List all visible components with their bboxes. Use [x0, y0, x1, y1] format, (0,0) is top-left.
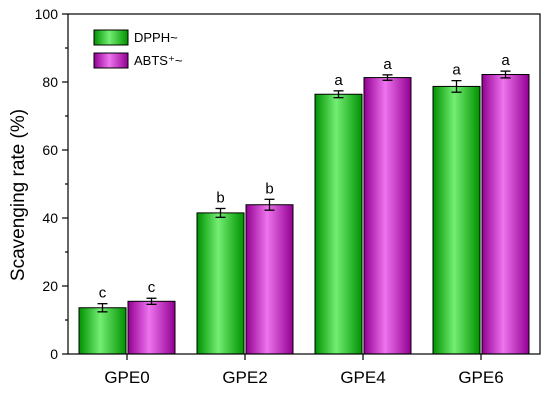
bar-gpe6-series-0	[432, 85, 481, 355]
bar-gpe4-series-0	[314, 93, 363, 355]
significance-labels-layer: c c b b a a a a	[99, 52, 511, 302]
x-tick-label-gpe0: GPE0	[104, 368, 149, 387]
legend-swatch-0	[93, 29, 129, 46]
bar-gpe2-series-0	[196, 212, 245, 355]
bar-gpe0-series-1	[127, 300, 176, 355]
bar-gpe2-series-1	[245, 204, 294, 355]
significance-label: b	[265, 180, 273, 197]
significance-label: c	[99, 285, 107, 302]
y-axis-title: Scavenging rate (%)	[8, 109, 29, 281]
significance-label: a	[501, 52, 510, 69]
significance-label: c	[148, 279, 156, 296]
bar-gpe0-series-0	[78, 307, 127, 355]
error-bars-layer	[97, 70, 511, 313]
bar-gpe4-series-1	[363, 77, 412, 355]
y-tick-label: 20	[42, 278, 58, 294]
x-tick-label-gpe4: GPE4	[340, 368, 385, 387]
y-tick-label: 60	[42, 142, 58, 158]
significance-label: b	[216, 189, 224, 206]
legend-label-0: DPPH~	[134, 30, 178, 45]
y-tick-label: 0	[50, 346, 58, 362]
bar-gpe6-series-1	[481, 74, 530, 355]
bars-layer	[78, 74, 530, 355]
axes: 0 20 40 60 80 100 GPE0 GPE2 GPE4 GPE6	[35, 6, 541, 387]
legend: DPPH~ ABTS⁺~	[93, 29, 183, 69]
x-tick-label-gpe6: GPE6	[458, 368, 503, 387]
significance-label: a	[452, 62, 461, 79]
y-tick-label: 80	[42, 74, 58, 90]
y-tick-label: 100	[35, 6, 59, 22]
significance-label: a	[334, 72, 343, 89]
legend-swatch-1	[93, 52, 129, 69]
x-tick-label-gpe2: GPE2	[222, 368, 267, 387]
y-tick-label: 40	[42, 210, 58, 226]
legend-label-1: ABTS⁺~	[134, 53, 183, 68]
significance-label: a	[383, 56, 392, 73]
